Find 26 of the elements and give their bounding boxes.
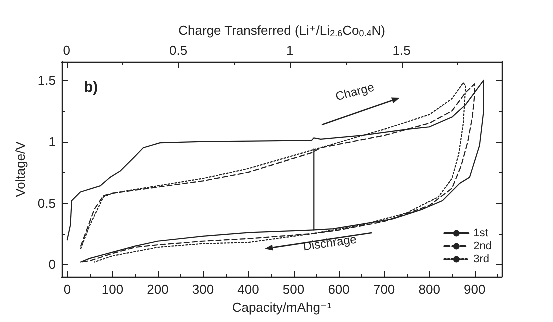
annotation: Charge (334, 80, 376, 104)
x2-tick-label: 1.5 (392, 43, 411, 58)
x-tick-label: 200 (147, 282, 169, 297)
y-tick-label: 0 (48, 257, 56, 272)
x-tick-label: 600 (328, 282, 350, 297)
x-tick-label: 900 (464, 282, 486, 297)
x-tick-label: 500 (282, 282, 305, 297)
annotation: Dischrage (302, 232, 358, 254)
y-tick-label: 1 (48, 134, 56, 150)
x-tick-label: 300 (192, 282, 214, 297)
y-axis-title: Voltage/V (13, 141, 28, 198)
y-tick-label: 1.5 (38, 72, 56, 88)
x-tick-label: 800 (418, 282, 440, 297)
x-tick-label: 400 (238, 282, 260, 297)
x2-tick-label: 0 (63, 43, 71, 58)
x-tick-label: 0 (64, 282, 72, 297)
legend-label: 1st (474, 228, 488, 240)
x-tick-label: 700 (373, 282, 396, 297)
x2-tick-label: 1 (286, 43, 294, 58)
legend-label: 2nd (474, 240, 492, 252)
x-axis-title: Capacity/mAhg⁻¹ (232, 300, 332, 315)
x2-tick-label: 0.5 (169, 43, 188, 58)
legend-label: 3rd (474, 254, 490, 266)
y-tick-label: 0.5 (38, 196, 56, 211)
annotation: b) (84, 79, 98, 96)
x-tick-label: 100 (102, 282, 124, 297)
